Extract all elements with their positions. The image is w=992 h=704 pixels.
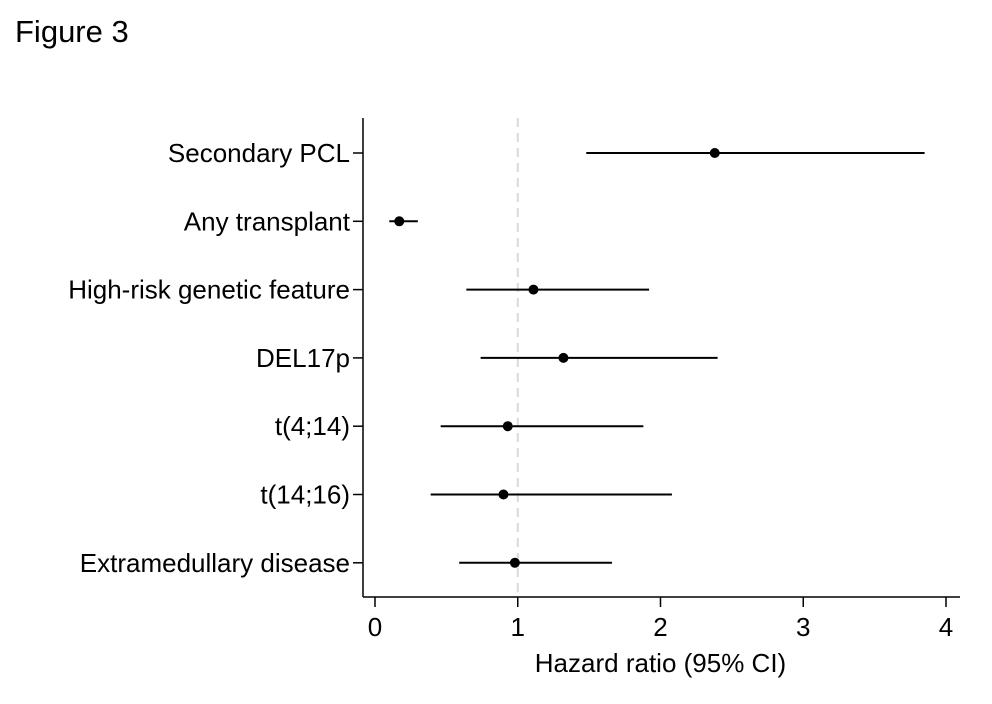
y-axis-ticks: Secondary PCL Any transplant High-risk gen… — [68, 138, 363, 578]
confidence-intervals — [389, 152, 925, 564]
point-estimate — [528, 284, 539, 295]
x-tick-label: 0 — [368, 612, 382, 642]
category-label: t(4;14) — [275, 411, 350, 441]
point-estimate — [558, 352, 569, 363]
figure-title: Figure 3 — [15, 14, 129, 49]
x-tick-label: 3 — [796, 612, 810, 642]
point-estimate — [709, 148, 720, 158]
x-tick-label: 1 — [511, 612, 525, 642]
point-estimate — [498, 489, 509, 500]
category-label: High-risk genetic feature — [68, 275, 350, 305]
point-estimate — [502, 421, 513, 432]
category-label: DEL17p — [256, 343, 350, 373]
category-label: Any transplant — [184, 206, 351, 236]
category-label: Extramedullary disease — [80, 548, 350, 578]
point-estimate — [394, 216, 405, 227]
x-axis-label: Hazard ratio (95% CI) — [535, 648, 786, 678]
x-tick-label: 2 — [653, 612, 667, 642]
x-tick-label: 4 — [939, 612, 953, 642]
point-estimates — [394, 148, 720, 568]
category-label: t(14;16) — [260, 480, 350, 510]
point-estimate — [509, 557, 520, 568]
x-axis-ticks: 0 1 2 3 4 — [368, 597, 953, 642]
category-label: Secondary PCL — [168, 138, 350, 168]
